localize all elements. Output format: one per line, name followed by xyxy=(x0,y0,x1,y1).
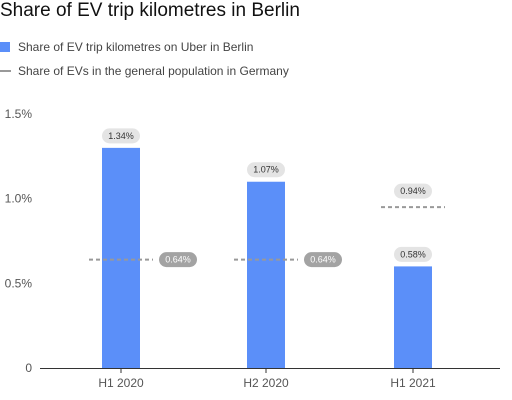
reference-label-0-pill xyxy=(159,252,197,268)
y-tick-label-2: 1.0% xyxy=(5,192,33,206)
bar-label-0-pill xyxy=(102,128,140,144)
reference-label-2-pill xyxy=(394,183,432,199)
bar-label-2: 0.58% xyxy=(400,249,426,259)
legend-label-population-ev-share: Share of EVs in the general population i… xyxy=(18,64,289,78)
y-tick-label-1: 0.5% xyxy=(5,276,33,290)
legend-dash-swatch xyxy=(0,70,11,72)
bar-label-1-pill xyxy=(247,162,285,178)
bar-2 xyxy=(394,266,432,368)
legend-label-uber-ev-share: Share of EV trip kilometres on Uber in B… xyxy=(18,40,254,54)
x-tick-label-0: H1 2020 xyxy=(98,376,144,390)
legend-item-uber-ev-share: Share of EV trip kilometres on Uber in B… xyxy=(0,40,253,54)
bar-label-1: 1.07% xyxy=(253,165,279,175)
x-tick-label-1: H2 2020 xyxy=(243,376,289,390)
legend-item-population-ev-share: Share of EVs in the general population i… xyxy=(0,64,289,78)
legend-bar-swatch xyxy=(0,42,10,52)
reference-label-1: 0.64% xyxy=(310,255,336,265)
bar-0 xyxy=(102,147,140,368)
bar-label-2-pill xyxy=(394,246,432,262)
chart-title: Share of EV trip kilometres in Berlin xyxy=(0,0,300,21)
y-tick-label-3: 1.5% xyxy=(5,107,33,121)
reference-label-0: 0.64% xyxy=(165,255,191,265)
x-tick-label-2: H1 2021 xyxy=(390,376,436,390)
bar-1 xyxy=(247,181,285,368)
reference-label-2: 0.94% xyxy=(400,186,426,196)
bar-label-0: 1.34% xyxy=(108,131,134,141)
reference-label-1-pill xyxy=(304,252,342,268)
y-tick-label-0: 0 xyxy=(25,361,32,375)
